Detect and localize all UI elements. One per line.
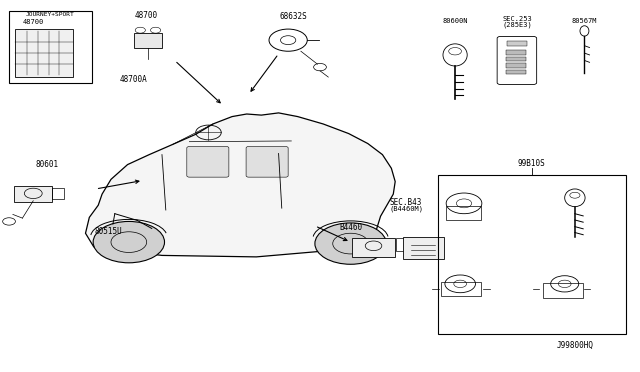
Bar xyxy=(506,57,527,61)
Bar xyxy=(396,238,412,251)
Bar xyxy=(134,33,162,48)
Text: JOURNEY+SPORT: JOURNEY+SPORT xyxy=(26,12,75,17)
Circle shape xyxy=(315,223,387,264)
Bar xyxy=(352,238,395,257)
Polygon shape xyxy=(86,113,395,257)
Bar xyxy=(506,70,527,74)
Bar xyxy=(506,63,527,68)
Text: SEC.253: SEC.253 xyxy=(502,16,532,22)
Text: 80515U: 80515U xyxy=(95,227,122,235)
Bar xyxy=(446,206,481,220)
Bar xyxy=(543,283,582,298)
Bar xyxy=(15,29,73,77)
Text: 68632S: 68632S xyxy=(280,12,307,21)
Text: (B4460M): (B4460M) xyxy=(389,206,423,212)
Text: 48700A: 48700A xyxy=(120,75,148,84)
Text: J99800HQ: J99800HQ xyxy=(556,341,593,350)
Text: 48700: 48700 xyxy=(22,19,44,25)
Bar xyxy=(441,282,481,296)
Bar xyxy=(507,41,527,46)
FancyBboxPatch shape xyxy=(246,147,288,177)
Bar xyxy=(403,237,444,259)
Text: (285E3): (285E3) xyxy=(502,21,532,28)
Text: 99B10S: 99B10S xyxy=(518,158,545,168)
Text: 80601: 80601 xyxy=(36,160,59,169)
Text: 80600N: 80600N xyxy=(442,17,468,23)
Bar xyxy=(506,51,527,55)
Bar xyxy=(52,188,64,199)
Text: 48700: 48700 xyxy=(135,11,158,20)
Bar xyxy=(14,186,52,202)
Text: B4460: B4460 xyxy=(339,223,362,232)
FancyBboxPatch shape xyxy=(187,147,229,177)
Bar xyxy=(9,11,92,83)
Text: SEC.B43: SEC.B43 xyxy=(390,198,422,207)
Text: 80567M: 80567M xyxy=(572,17,597,23)
Bar xyxy=(438,175,626,334)
Circle shape xyxy=(93,221,164,263)
